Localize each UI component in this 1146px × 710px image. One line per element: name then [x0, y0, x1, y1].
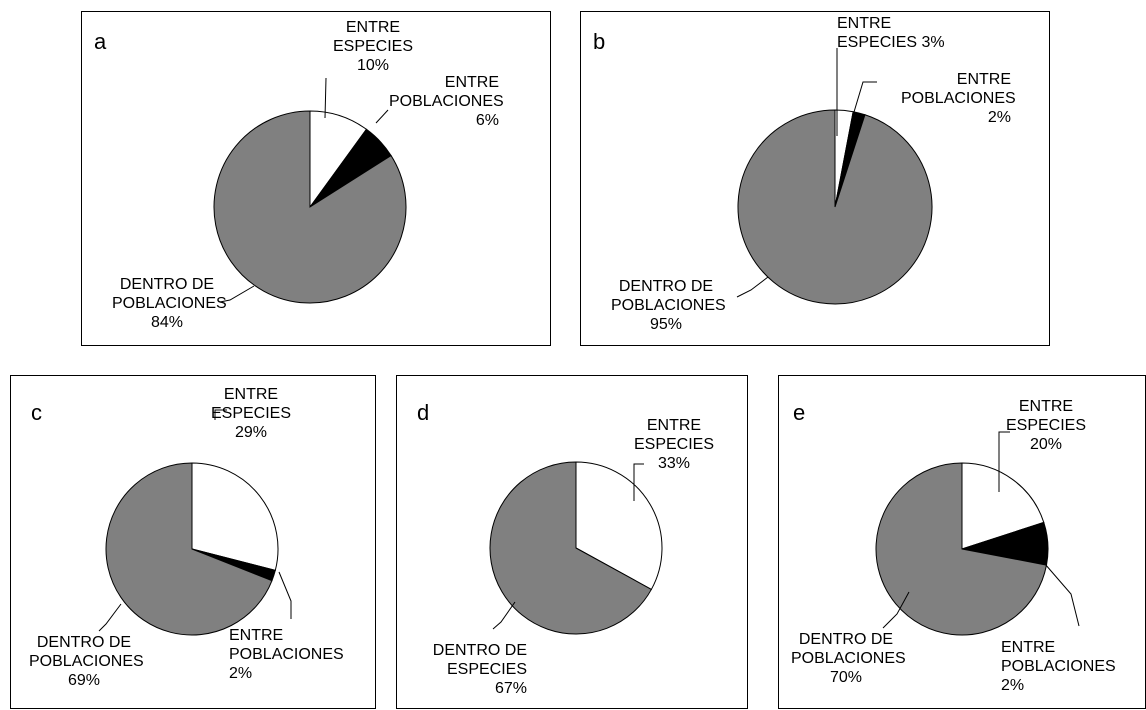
label-entre-especies: ENTRE ESPECIES 3% [837, 15, 945, 51]
label-dentro-de-poblaciones: DENTRO DE POBLACIONES 95% [611, 278, 726, 333]
panel-letter: c [31, 400, 42, 425]
pie-chart-c [98, 409, 292, 636]
pie-panel-e: e ENTRE ESPECIES 20% ENTRE POBLACIONES 2% DE… [778, 375, 1146, 709]
label-entre-especies: ENTRE ESPECIES 10% [332, 19, 414, 74]
label-dentro-de-especies: DENTRO DE ESPECIES 67% [432, 642, 527, 697]
label-entre-poblaciones: ENTRE POBLACIONES 2% [901, 71, 1016, 126]
pie-panel-a: a ENTRE ESPECIES 10% ENTRE POBLACIONES 6% DE… [81, 11, 551, 346]
pie-chart-e [875, 431, 1080, 636]
pie-slice-dentro [489, 461, 653, 635]
panel-letter: a [94, 29, 107, 54]
label-entre-especies: ENTRE ESPECIES 33% [633, 417, 715, 472]
panel-letter: d [417, 400, 430, 425]
label-dentro-de-poblaciones: DENTRO DE POBLACIONES 84% [112, 276, 227, 331]
label-entre-poblaciones: ENTRE POBLACIONES 2% [1001, 639, 1116, 694]
panel-letter: e [793, 400, 806, 425]
pie-panel-c: c ENTRE ESPECIES 29% ENTRE POBLACIONES 2% DE… [10, 375, 376, 709]
pie-slice-dentro [737, 109, 933, 305]
pie-chart-d [489, 461, 663, 635]
pie-panel-b: b ENTRE ESPECIES 3% ENTRE POBLACIONES 2% DE… [580, 11, 1050, 346]
pie-slice-especies [575, 461, 663, 591]
pie-slice-dentro [105, 462, 273, 636]
label-dentro-de-poblaciones: DENTRO DE POBLACIONES 69% [29, 634, 144, 689]
label-entre-especies: ENTRE ESPECIES 29% [210, 386, 292, 441]
panel-letter: b [593, 29, 606, 54]
pie-chart-b [736, 48, 933, 305]
pie-chart-a [213, 77, 407, 304]
pie-panel-d: d ENTRE ESPECIES 33% DENTRO DE ESPECIES 67% [396, 375, 748, 709]
pie-slice-especies [961, 462, 1045, 550]
pie-slice-especies [191, 462, 279, 571]
pie-slice-dentro [875, 462, 1048, 636]
label-dentro-de-poblaciones: DENTRO DE POBLACIONES 70% [791, 631, 906, 686]
label-entre-poblaciones: ENTRE POBLACIONES 6% [389, 74, 504, 129]
label-entre-especies: ENTRE ESPECIES 20% [1005, 398, 1087, 453]
pie-slice-dentro [213, 110, 407, 304]
label-entre-poblaciones: ENTRE POBLACIONES 2% [229, 627, 344, 682]
